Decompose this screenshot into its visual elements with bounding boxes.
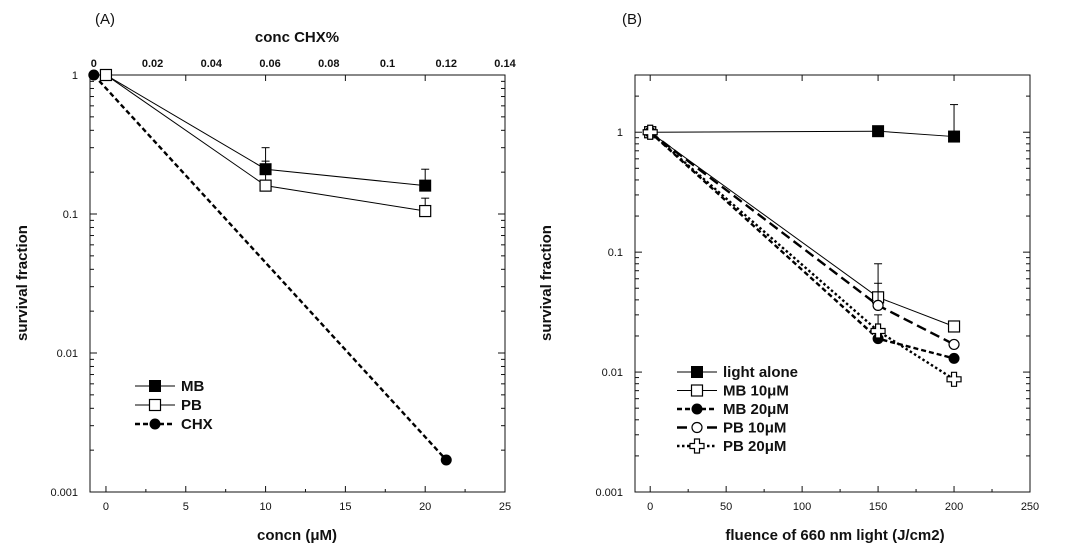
a-top-x-tick-label: 0.06	[259, 58, 280, 70]
b-point-light-alone	[872, 125, 885, 138]
panel-a-legend: MB PB CHX	[135, 378, 213, 433]
panel-b-plot-frame	[634, 74, 1031, 493]
b-point-pb-10-m	[872, 299, 884, 311]
b-y-tick-label: 0.1	[608, 247, 623, 259]
b-series-line-light-alone	[650, 130, 955, 138]
b-series-line-mb-20-m	[649, 131, 955, 360]
a-legend-label: MB	[181, 378, 204, 395]
a-y-tick-label: 1	[72, 70, 78, 82]
a-x-tick-label: 25	[499, 501, 511, 513]
b-series-line-pb-10-m	[649, 131, 955, 346]
a-point-chx	[440, 454, 452, 466]
b-series-line-mb-10-m	[649, 131, 955, 327]
b-x-tick-label: 150	[869, 501, 887, 513]
b-y-tick-label: 0.001	[595, 487, 623, 499]
b-legend-label: PB 20μM	[723, 438, 786, 455]
a-legend-label: PB	[181, 397, 202, 414]
b-y-tick-label: 1	[617, 127, 623, 139]
a-point-chx	[88, 69, 100, 81]
a-series-line-chx	[92, 74, 448, 461]
panel-a-label: (A)	[95, 11, 115, 28]
a-point-pb	[259, 179, 272, 192]
panel-b-label: (B)	[622, 11, 642, 28]
b-legend-label: light alone	[723, 364, 798, 381]
a-legend-label: CHX	[181, 416, 213, 433]
panel-a-plot-frame	[89, 74, 506, 493]
b-x-tick-label: 200	[945, 501, 963, 513]
a-legend-marker	[148, 398, 162, 412]
a-top-x-tick-label: 0.14	[494, 58, 516, 70]
b-point-mb-20-m	[948, 352, 960, 364]
b-point-mb-10-m	[947, 320, 961, 333]
b-y-tick-label: 0.01	[602, 367, 623, 379]
a-point-mb	[419, 179, 432, 192]
a-top-x-tick-label: 0.08	[318, 58, 339, 70]
a-y-tick-label: 0.001	[50, 487, 78, 499]
b-point-light-alone	[948, 130, 961, 143]
panel-a: (A) conc CHX% 0 5 10 15 20 25 1 0.1 0.01 0.001 0 0.…	[14, 11, 517, 544]
b-series-line-pb-20-m	[649, 131, 955, 381]
a-point-pb	[419, 204, 432, 218]
a-point-pb	[99, 68, 113, 82]
a-top-x-tick-label: 0	[91, 58, 97, 70]
panel-b: (B) 0 50 100 150 200 250 1 0.1 0.01 0.001 light a…	[538, 11, 1039, 544]
b-point-pb-10-m	[948, 338, 960, 351]
panel-a-y-axis-title: survival fraction	[14, 225, 31, 341]
b-x-tick-label: 50	[720, 501, 732, 513]
b-legend-marker	[691, 403, 703, 415]
a-top-x-tick-label: 0.1	[380, 58, 395, 70]
panel-b-y-axis-title: survival fraction	[538, 225, 555, 341]
b-legend-marker	[689, 438, 705, 454]
a-y-tick-label: 0.01	[57, 348, 78, 360]
a-legend-marker	[149, 418, 161, 430]
panel-a-top-axis-title: conc CHX%	[255, 29, 339, 46]
b-legend-marker	[691, 366, 703, 378]
b-point-pb-20-m	[870, 323, 886, 339]
b-legend-marker	[690, 384, 704, 397]
a-x-tick-label: 5	[183, 501, 189, 513]
a-top-x-tick-label: 0.02	[142, 58, 163, 70]
b-x-tick-label: 250	[1021, 501, 1039, 513]
panel-b-x-axis-title: fluence of 660 nm light (J/cm2)	[725, 527, 944, 544]
b-x-tick-label: 100	[793, 501, 811, 513]
a-x-tick-label: 20	[419, 501, 431, 513]
a-top-x-tick-label: 0.12	[436, 58, 457, 70]
b-legend-label: MB 20μM	[723, 401, 789, 418]
a-x-tick-label: 0	[103, 501, 109, 513]
b-point-pb-20-m	[946, 371, 962, 387]
b-point-pb-20-m	[642, 124, 658, 140]
a-x-tick-label: 15	[339, 501, 351, 513]
b-x-tick-label: 0	[647, 501, 653, 513]
a-y-tick-label: 0.1	[63, 209, 78, 221]
panel-a-x-axis-title: concn (μM)	[257, 527, 337, 544]
a-legend-marker	[149, 380, 161, 392]
b-legend-label: MB 10μM	[723, 383, 789, 400]
a-top-x-tick-label: 0.04	[201, 58, 223, 70]
b-legend-marker	[691, 421, 703, 434]
a-x-tick-label: 10	[259, 501, 271, 513]
b-legend-label: PB 10μM	[723, 420, 786, 437]
